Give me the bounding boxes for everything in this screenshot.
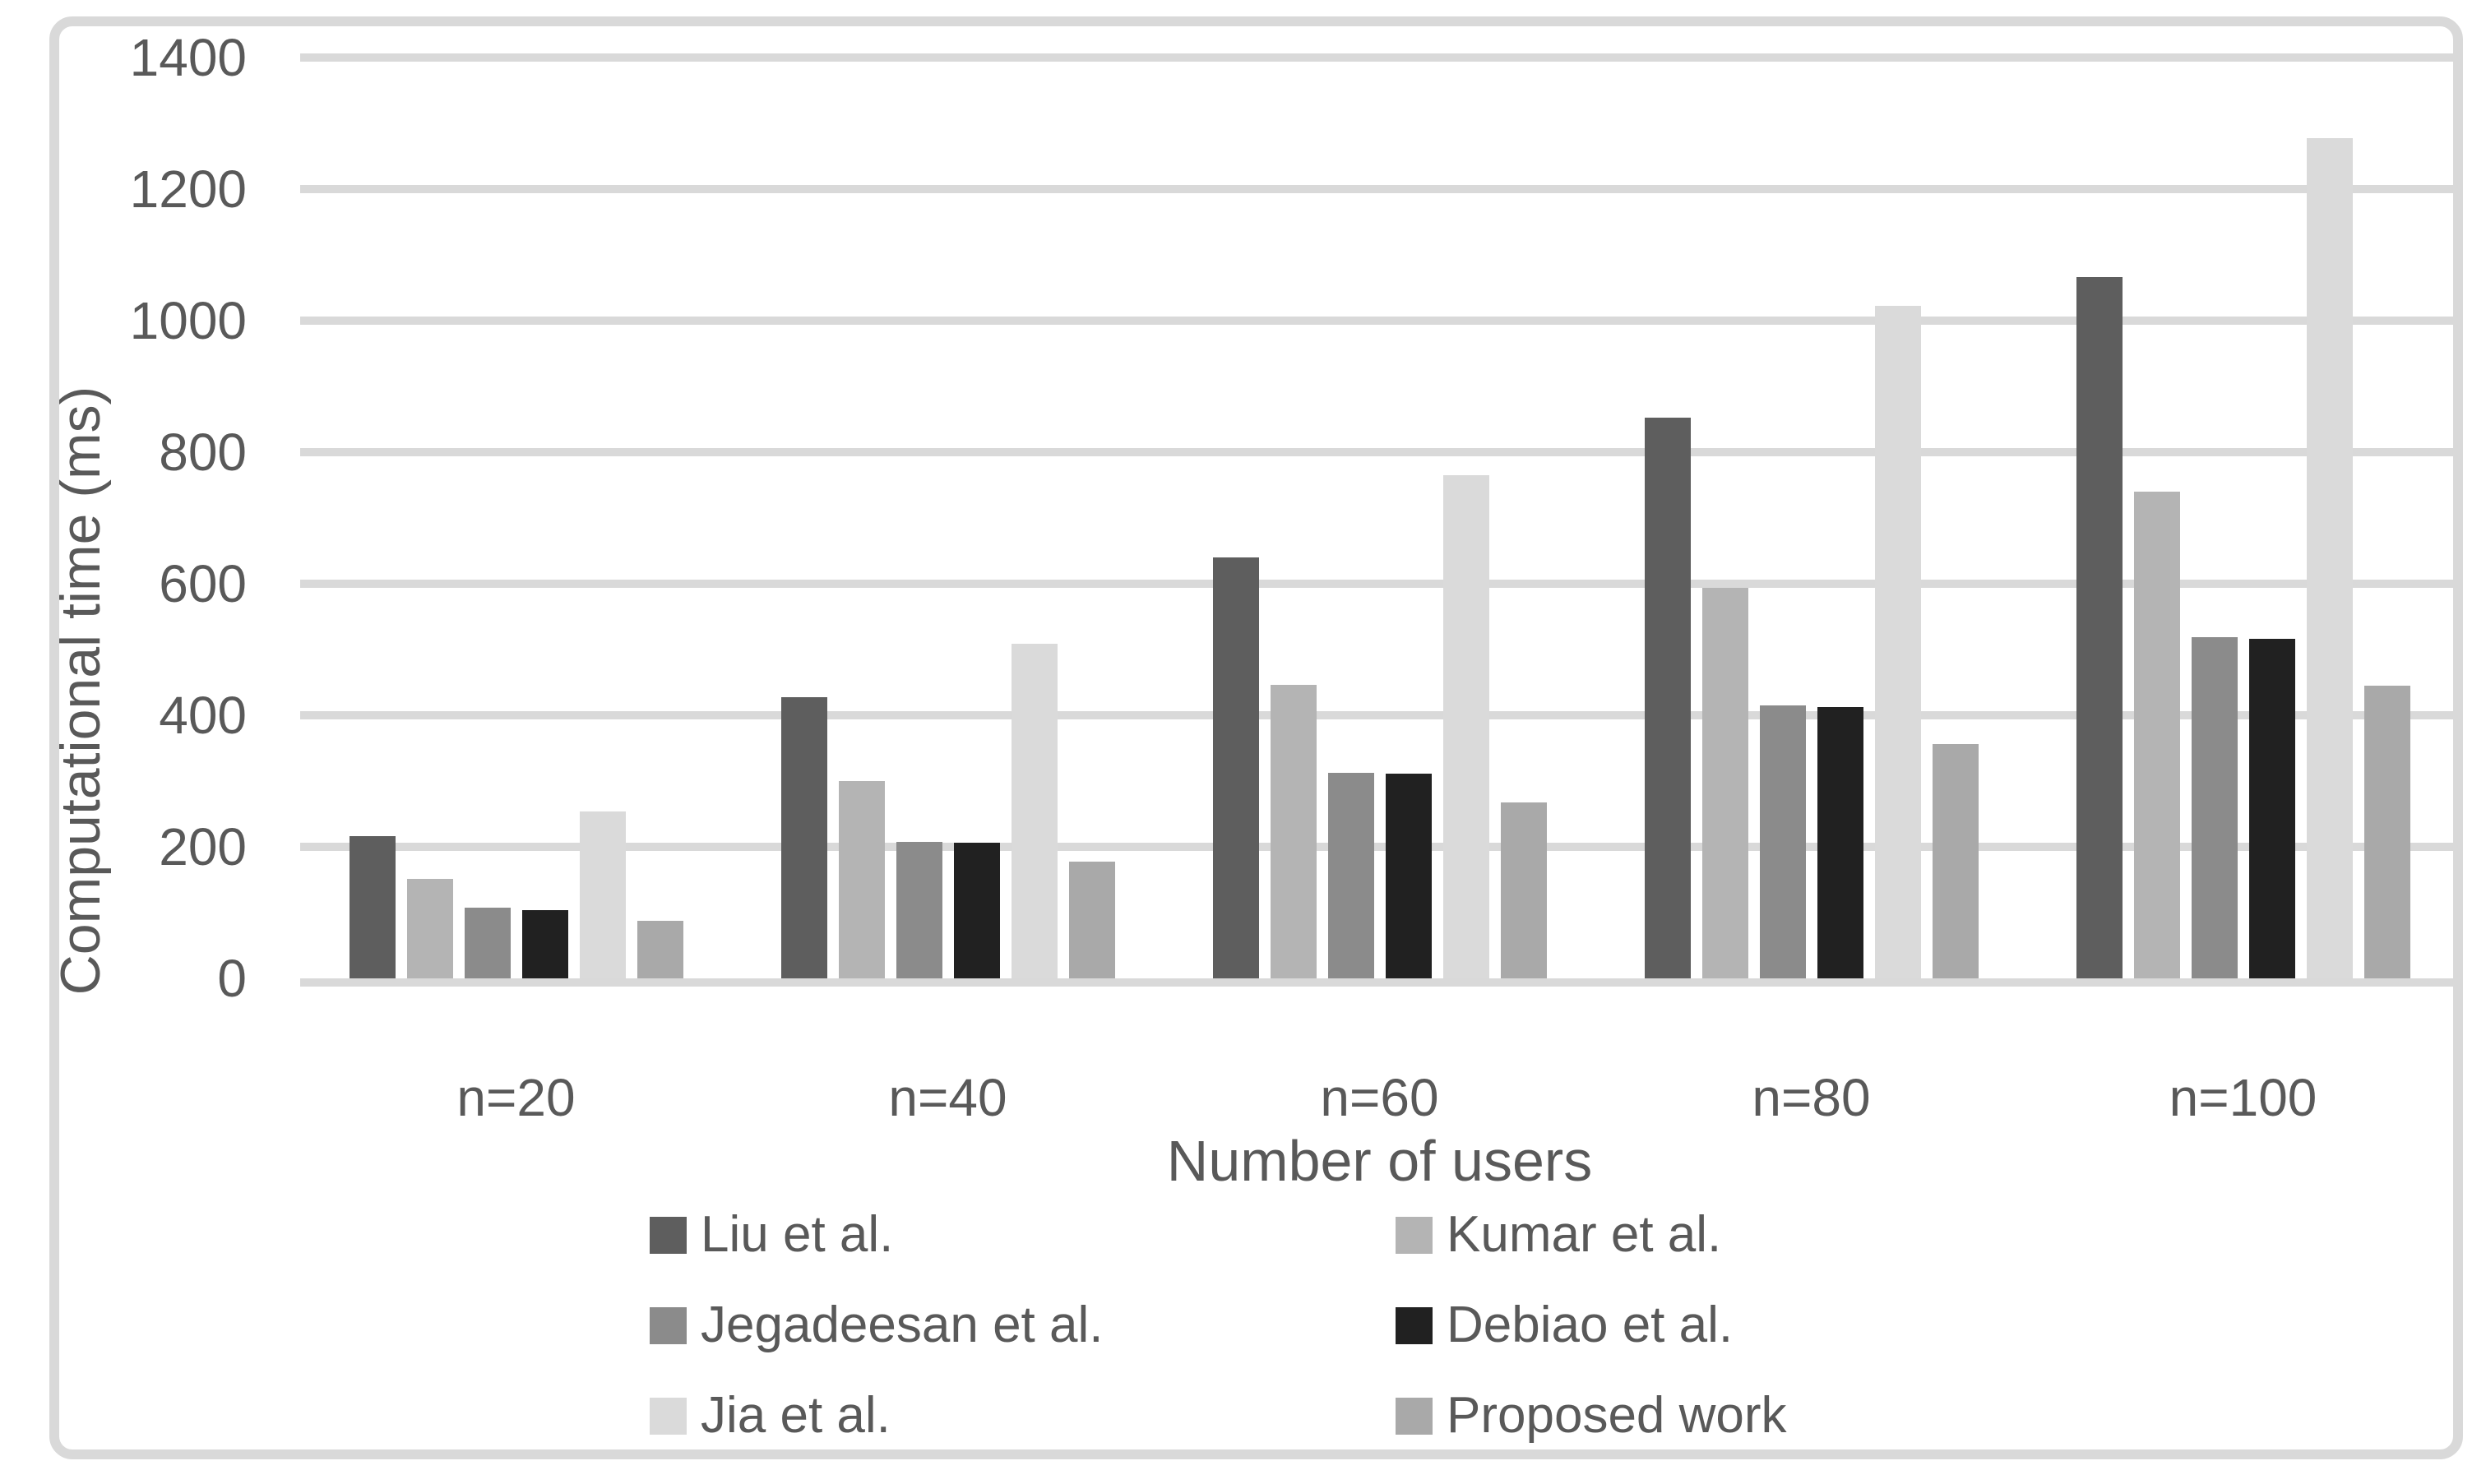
legend-label: Liu et al. [701,1206,894,1263]
bar-n=100-series-3 [2192,637,2238,978]
x-tick-label-n=20: n=20 [456,1068,576,1127]
legend-swatch [1396,1398,1433,1435]
x-tick-label-n=40: n=40 [888,1068,1007,1127]
bar-n=40-series-6 [1069,862,1115,978]
bar-n=20-series-5 [580,811,626,978]
legend-label: Jegadeesan et al. [701,1297,1104,1353]
bar-n=60-series-5 [1443,475,1489,978]
y-tick-label: 200 [159,817,247,876]
legend-swatch [1396,1217,1433,1254]
bar-n=100-series-6 [2364,686,2410,978]
bar-n=80-series-6 [1933,744,1979,978]
bar-n=80-series-2 [1702,588,1748,978]
bar-n=80-series-5 [1875,306,1921,978]
legend-swatch [650,1307,687,1344]
bar-n=20-series-6 [637,921,683,978]
gridline [300,53,2459,62]
y-tick-label: 600 [159,554,247,613]
legend-swatch [650,1217,687,1254]
legend-label: Debiao et al. [1447,1297,1734,1353]
bar-n=100-series-1 [2076,277,2123,978]
gridline [300,317,2459,325]
bar-n=20-series-1 [350,836,396,978]
legend-swatch [1396,1307,1433,1344]
y-tick-label: 0 [217,949,247,1008]
bar-n=20-series-2 [407,879,453,978]
legend-swatch [650,1398,687,1435]
y-tick-label: 800 [159,423,247,482]
legend-label: Kumar et al. [1447,1206,1722,1263]
bar-n=40-series-1 [781,697,827,978]
bar-n=100-series-5 [2307,138,2353,978]
y-tick-label: 1000 [129,291,247,350]
y-tick-label: 1200 [129,159,247,219]
bar-n=60-series-4 [1386,774,1432,978]
bar-n=40-series-3 [896,842,942,978]
bar-n=40-series-4 [954,843,1000,978]
bar-n=40-series-5 [1012,644,1058,978]
bar-n=60-series-2 [1271,685,1317,978]
x-tick-label-n=80: n=80 [1752,1068,1871,1127]
legend-label: Jia et al. [701,1387,891,1444]
bar-n=100-series-4 [2249,639,2295,978]
gridline [300,185,2459,193]
x-tick-label-n=100: n=100 [2169,1068,2317,1127]
gridline [300,711,2459,719]
x-axis-title: Number of users [1166,1129,1593,1193]
x-tick-label-n=60: n=60 [1320,1068,1439,1127]
bar-n=20-series-4 [522,910,568,978]
bar-n=60-series-3 [1328,773,1374,978]
bar-n=20-series-3 [465,908,511,978]
y-tick-label: 400 [159,686,247,745]
gridline [300,448,2459,456]
bar-n=80-series-3 [1760,705,1806,978]
x-axis-line [300,978,2459,987]
bar-n=60-series-1 [1213,557,1259,978]
bar-n=80-series-4 [1817,707,1863,978]
bar-n=60-series-6 [1501,802,1547,978]
gridline [300,843,2459,851]
bar-n=40-series-2 [839,781,885,978]
y-tick-label: 1400 [129,28,247,87]
gridline [300,580,2459,588]
plot-area [300,53,2459,987]
bar-n=100-series-2 [2134,492,2180,978]
legend-label: Proposed work [1447,1387,1787,1444]
chart-outer-border [49,16,2463,1459]
bar-n=80-series-1 [1645,418,1691,978]
